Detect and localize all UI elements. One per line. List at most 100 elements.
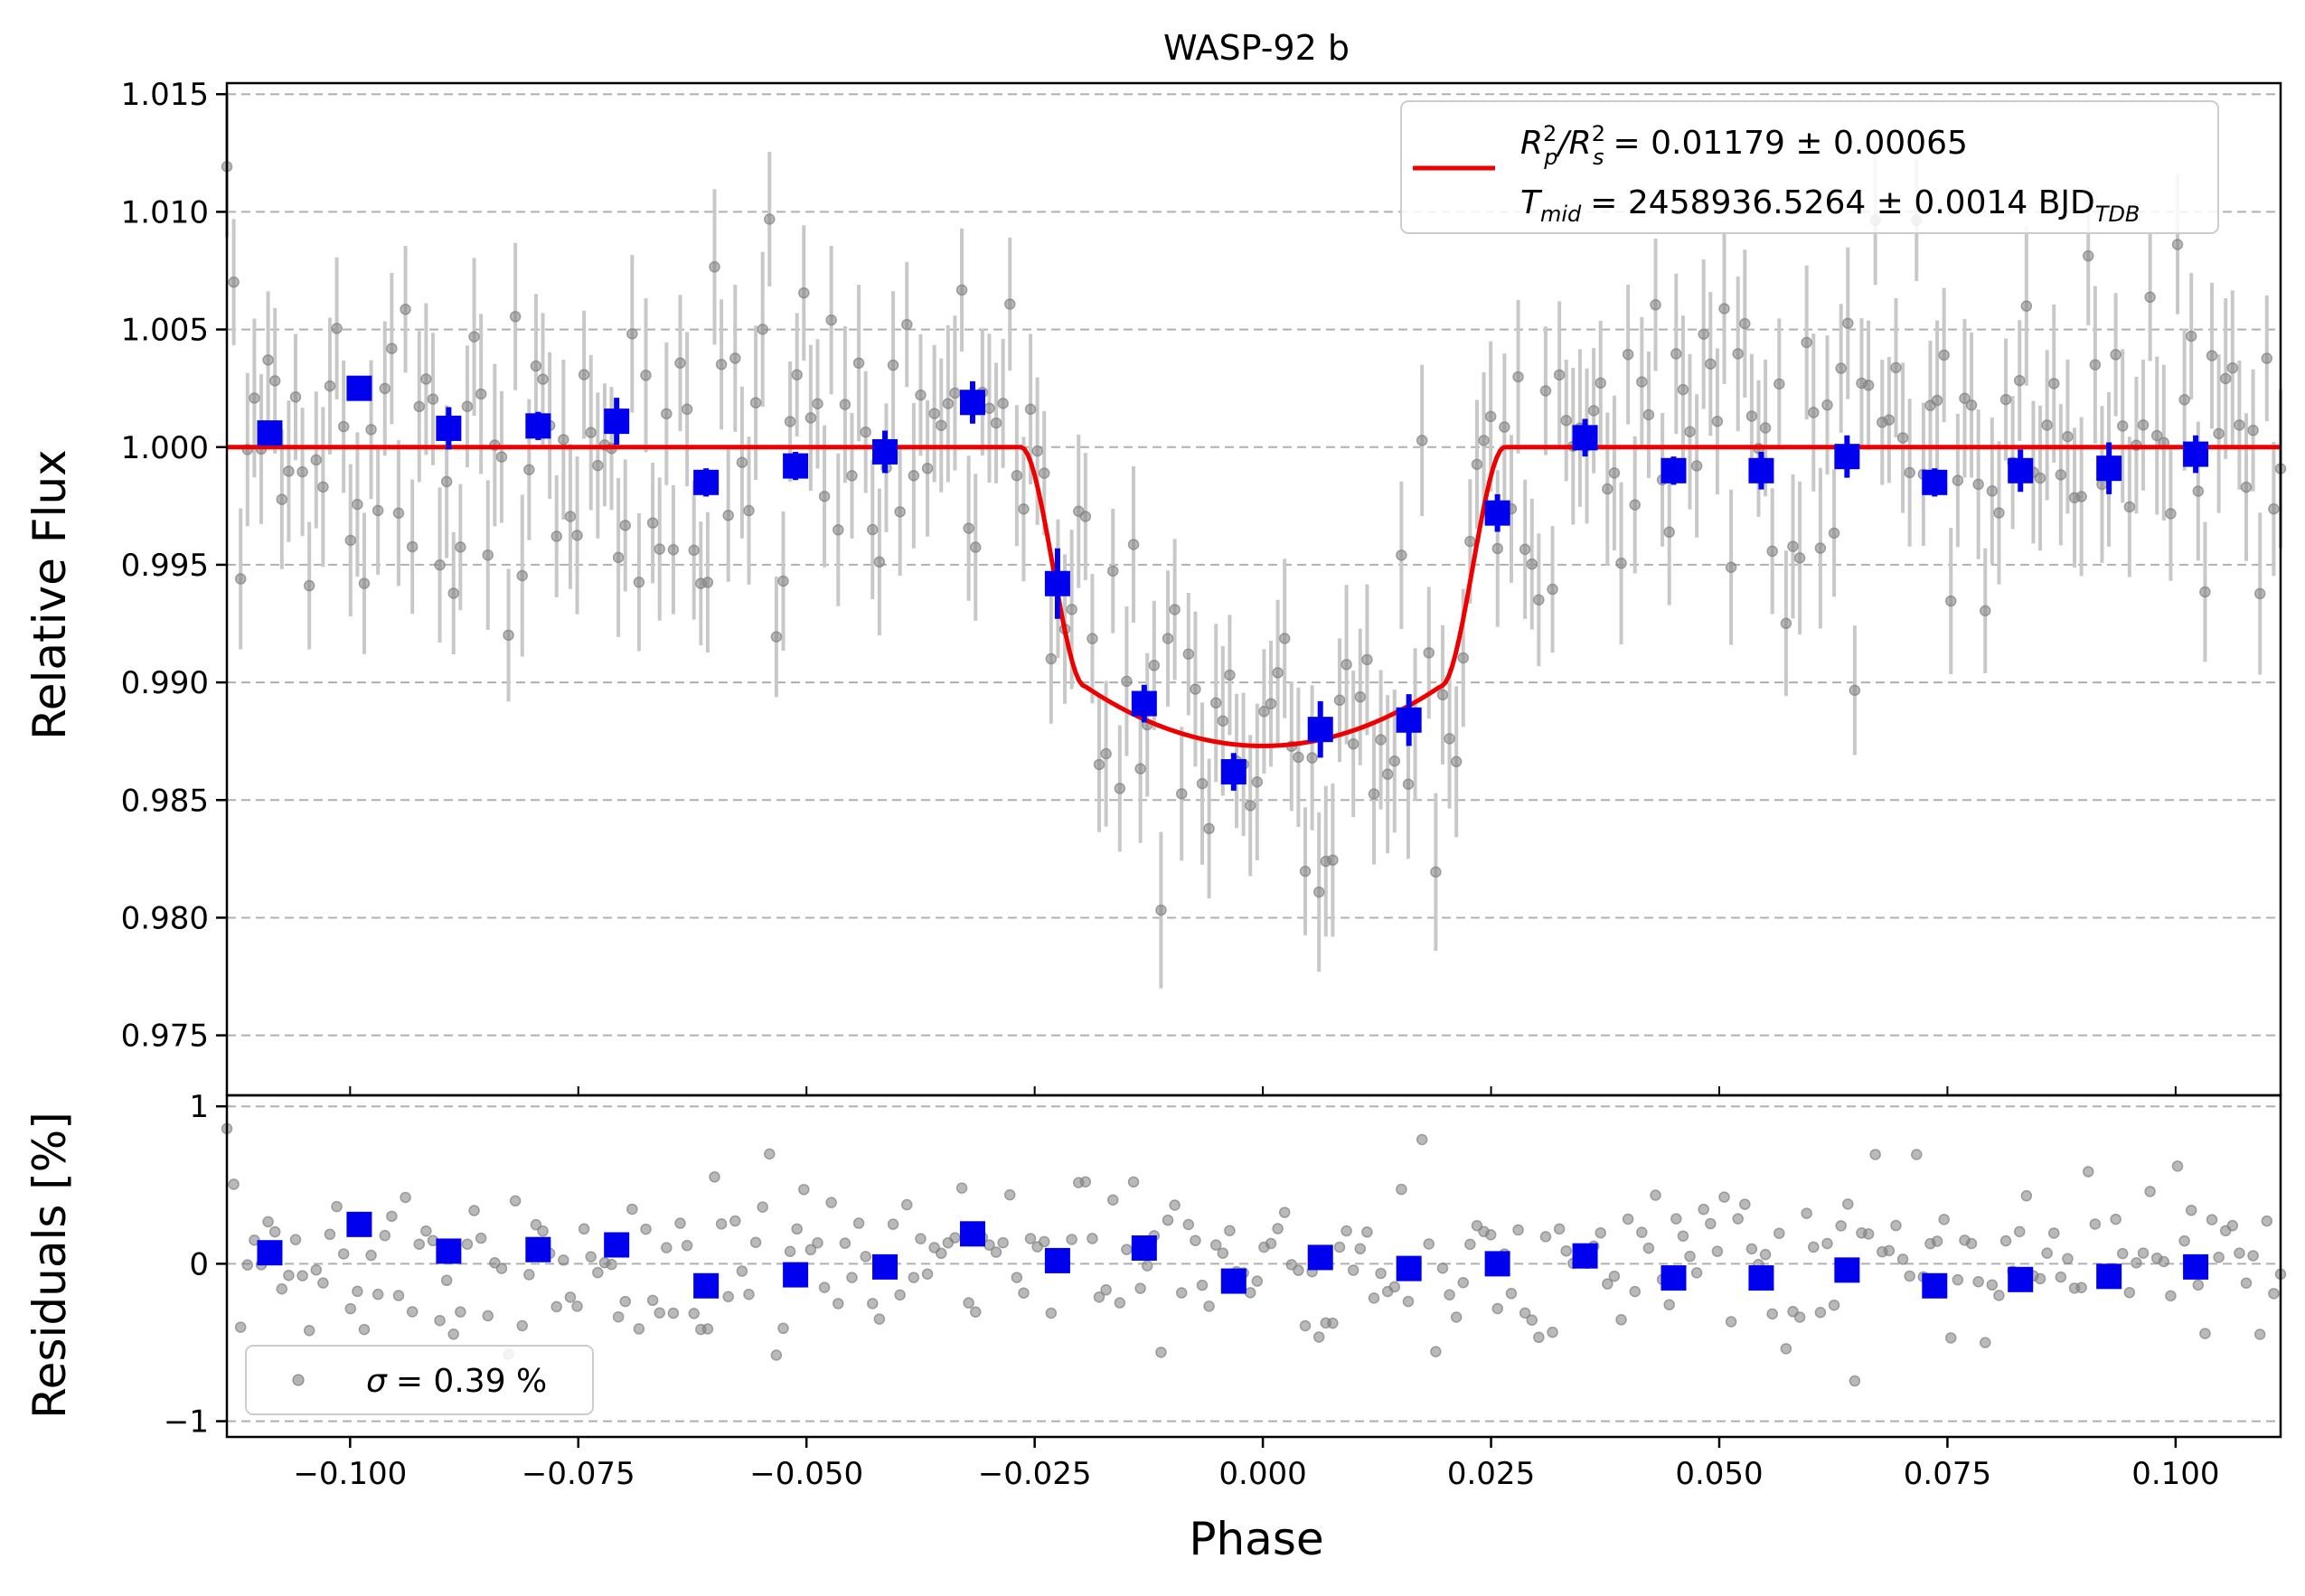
raw-residual-point bbox=[860, 1251, 871, 1263]
raw-data-point bbox=[2075, 491, 2087, 502]
raw-data-point bbox=[1993, 507, 2005, 519]
binned-residual-point bbox=[783, 1262, 809, 1288]
raw-residual-point bbox=[1595, 1226, 1606, 1239]
raw-data-point bbox=[674, 357, 686, 369]
binned-flux-point bbox=[604, 408, 630, 435]
raw-residual-point bbox=[1690, 1267, 1703, 1279]
raw-residual-point bbox=[1965, 1237, 1978, 1250]
x-tick-label: −0.025 bbox=[978, 1456, 1092, 1492]
raw-data-point bbox=[1835, 362, 1847, 374]
raw-data-point bbox=[585, 427, 597, 438]
top-legend-box bbox=[1400, 100, 2219, 234]
raw-residual-point bbox=[846, 1272, 858, 1283]
raw-data-point bbox=[1430, 866, 1442, 878]
raw-data-point bbox=[283, 465, 295, 477]
raw-residual-point bbox=[2116, 1247, 2129, 1260]
raw-data-point bbox=[1698, 328, 1709, 341]
raw-data-point bbox=[1196, 777, 1209, 790]
raw-data-point bbox=[2116, 420, 2129, 432]
binned-flux-point bbox=[346, 375, 372, 401]
raw-data-point bbox=[1690, 460, 1703, 472]
raw-residual-point bbox=[550, 1300, 562, 1313]
raw-data-point bbox=[1663, 526, 1675, 539]
bottom-y-tick-label: 1 bbox=[189, 1089, 209, 1125]
raw-data-point bbox=[908, 470, 920, 482]
raw-residual-point bbox=[688, 1308, 700, 1319]
raw-data-point bbox=[1512, 371, 1524, 383]
raw-data-point bbox=[1972, 478, 1984, 491]
raw-data-point bbox=[2014, 374, 2026, 387]
raw-data-point bbox=[1341, 659, 1352, 671]
chart-title: WASP-92 b bbox=[1163, 28, 1350, 68]
raw-data-point bbox=[1952, 474, 1964, 486]
raw-data-point bbox=[640, 370, 652, 381]
raw-residual-point bbox=[2206, 1214, 2218, 1225]
raw-data-point bbox=[1602, 483, 1614, 495]
raw-data-point bbox=[1293, 751, 1304, 764]
raw-residual-point bbox=[1849, 1375, 1861, 1387]
raw-residual-point bbox=[262, 1216, 274, 1228]
raw-data-point bbox=[1121, 675, 1133, 688]
top-y-tick-label: 0.995 bbox=[121, 548, 209, 584]
raw-data-point bbox=[2047, 378, 2060, 390]
raw-data-point bbox=[1155, 904, 1167, 916]
raw-residual-point bbox=[1038, 1235, 1050, 1248]
raw-residual-point bbox=[523, 1269, 535, 1281]
raw-data-point bbox=[743, 504, 755, 517]
raw-data-point bbox=[1272, 667, 1284, 679]
raw-residual-point bbox=[1677, 1230, 1689, 1242]
raw-residual-point bbox=[558, 1254, 569, 1266]
binned-flux-point bbox=[436, 415, 462, 441]
raw-residual-point bbox=[1121, 1244, 1133, 1255]
raw-residual-point bbox=[1539, 1231, 1552, 1243]
raw-data-point bbox=[1999, 393, 2012, 406]
raw-residual-point bbox=[606, 1258, 617, 1271]
raw-residual-point bbox=[1505, 1288, 1518, 1300]
raw-residual-point bbox=[1739, 1198, 1751, 1210]
raw-residual-point bbox=[1553, 1223, 1566, 1235]
raw-residual-point bbox=[654, 1307, 665, 1319]
binned-flux-point bbox=[1307, 717, 1333, 743]
raw-data-point bbox=[949, 387, 961, 399]
raw-data-point bbox=[852, 357, 865, 369]
bottom-legend-box bbox=[245, 1345, 594, 1415]
raw-residual-point bbox=[1952, 1273, 1964, 1286]
raw-data-point bbox=[1821, 399, 1833, 411]
raw-data-point bbox=[1622, 348, 1634, 361]
raw-data-point bbox=[2213, 427, 2225, 440]
raw-data-point bbox=[2062, 430, 2074, 443]
raw-data-point bbox=[2247, 424, 2259, 437]
raw-residual-point bbox=[770, 1349, 783, 1361]
raw-data-point bbox=[1945, 595, 1957, 607]
raw-data-point bbox=[262, 354, 274, 366]
raw-residual-point bbox=[1718, 1191, 1730, 1203]
legend-radius-value: = 0.01179 ± 0.00065 bbox=[1613, 125, 1967, 162]
raw-data-point bbox=[523, 464, 535, 475]
binned-residual-point bbox=[1748, 1265, 1774, 1291]
raw-residual-point bbox=[2268, 1288, 2280, 1300]
raw-residual-point bbox=[633, 1323, 645, 1335]
raw-data-point bbox=[784, 416, 796, 427]
legend-tmid-value: = 2458936.5264 ± 0.0014 BJD bbox=[1590, 184, 2095, 221]
raw-residual-point bbox=[365, 1249, 377, 1262]
raw-residual-point bbox=[667, 1307, 680, 1319]
raw-data-point bbox=[1444, 733, 1455, 745]
legend-rs-sub: s bbox=[1593, 145, 1604, 170]
raw-residual-point bbox=[585, 1251, 597, 1263]
raw-data-point bbox=[1862, 380, 1875, 391]
raw-residual-point bbox=[915, 1233, 927, 1244]
raw-data-point bbox=[495, 451, 508, 463]
raw-residual-point bbox=[715, 1218, 728, 1230]
raw-residual-point bbox=[736, 1265, 748, 1277]
binned-residual-point bbox=[693, 1272, 720, 1299]
raw-data-point bbox=[406, 540, 419, 553]
raw-data-point bbox=[1457, 652, 1470, 664]
raw-data-point bbox=[887, 359, 899, 371]
raw-residual-point bbox=[2192, 1279, 2205, 1291]
raw-data-point bbox=[1464, 535, 1476, 548]
raw-residual-point bbox=[1705, 1217, 1717, 1230]
raw-data-point bbox=[867, 523, 879, 536]
raw-residual-point bbox=[2123, 1287, 2136, 1299]
binned-flux-point bbox=[1661, 457, 1687, 483]
